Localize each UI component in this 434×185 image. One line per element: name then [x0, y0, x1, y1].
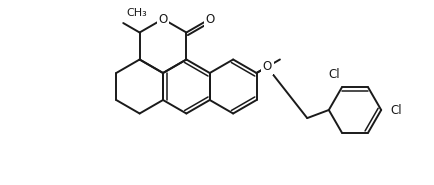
Text: O: O — [263, 60, 272, 73]
Text: CH₃: CH₃ — [126, 8, 147, 18]
Text: O: O — [205, 13, 214, 26]
Text: O: O — [263, 60, 273, 73]
Text: O: O — [158, 13, 168, 26]
Text: Cl: Cl — [329, 68, 340, 81]
Text: Cl: Cl — [390, 103, 402, 117]
